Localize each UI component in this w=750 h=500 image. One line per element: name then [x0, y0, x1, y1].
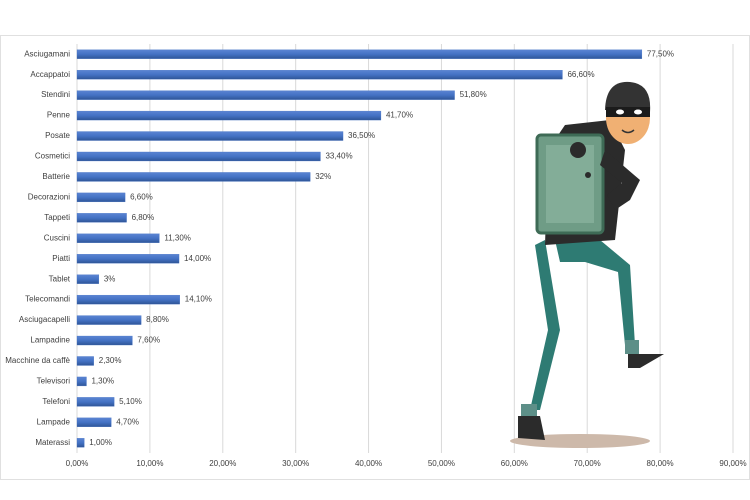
bar — [76, 233, 160, 243]
x-tick-label: 20,00% — [209, 459, 236, 468]
y-tick-label: Tablet — [49, 274, 71, 283]
x-tick-label: 80,00% — [647, 459, 674, 468]
bars: Asciugamani 77,50% Accappatoi 66,60% Stendin… — [5, 49, 674, 448]
y-tick-label: Batterie — [42, 172, 70, 181]
y-tick-label: Accappatoi — [30, 70, 70, 79]
y-tick-label: Lampade — [37, 417, 71, 426]
y-tick-label: Lampadine — [30, 336, 70, 345]
y-tick-label: Decorazioni — [28, 192, 70, 201]
data-label: 77,50% — [647, 49, 674, 58]
data-label: 4,70% — [116, 417, 139, 426]
bar — [76, 274, 100, 284]
bar — [76, 315, 142, 325]
bar — [76, 49, 643, 59]
data-label: 6,60% — [130, 192, 153, 201]
x-tick-label: 50,00% — [428, 459, 455, 468]
data-label: 14,00% — [184, 254, 211, 263]
bar — [76, 438, 85, 448]
bar — [76, 192, 126, 203]
data-label: 14,10% — [185, 295, 212, 304]
y-tick-label: Tappeti — [44, 213, 70, 222]
x-tick-label: 40,00% — [355, 459, 382, 468]
y-tick-label: Televisori — [37, 377, 71, 386]
data-label: 66,60% — [567, 70, 594, 79]
data-label: 2,30% — [99, 356, 122, 365]
bar — [76, 172, 311, 182]
bar — [76, 335, 133, 346]
y-tick-label: Posate — [45, 131, 70, 140]
y-tick-label: Cuscini — [44, 233, 70, 242]
bar — [76, 70, 563, 80]
data-label: 7,60% — [137, 336, 160, 345]
x-tick-label: 90,00% — [719, 459, 746, 468]
y-tick-label: Asciugacapelli — [19, 315, 70, 324]
bar — [76, 151, 321, 162]
y-tick-label: Stendini — [41, 90, 70, 99]
bar — [76, 131, 344, 141]
data-label: 1,30% — [91, 377, 114, 386]
bar — [76, 376, 87, 387]
data-label: 41,70% — [386, 111, 413, 120]
y-tick-label: Penne — [47, 111, 71, 120]
y-tick-label: Asciugamani — [24, 49, 70, 58]
y-tick-label: Telefoni — [42, 397, 70, 406]
bar — [76, 110, 382, 121]
y-tick-label: Macchine da caffè — [5, 356, 70, 365]
bar — [76, 90, 455, 100]
x-tick-label: 0,00% — [66, 459, 89, 468]
data-label: 6,80% — [132, 213, 155, 222]
bar — [76, 356, 94, 366]
bar — [76, 397, 115, 407]
bar — [76, 294, 180, 305]
data-label: 3% — [104, 274, 116, 283]
data-label: 36,50% — [348, 131, 375, 140]
data-label: 32% — [315, 172, 331, 181]
y-tick-label: Materassi — [35, 438, 70, 447]
x-tick-label: 60,00% — [501, 459, 528, 468]
y-tick-label: Piatti — [52, 254, 70, 263]
y-tick-label: Cosmetici — [35, 152, 70, 161]
data-label: 1,00% — [89, 438, 112, 447]
data-label: 5,10% — [119, 397, 142, 406]
data-label: 33,40% — [325, 152, 352, 161]
x-tick-label: 30,00% — [282, 459, 309, 468]
data-label: 11,30% — [164, 233, 191, 242]
x-tick-label: 10,00% — [136, 459, 163, 468]
y-tick-label: Telecomandi — [25, 295, 70, 304]
data-label: 8,80% — [146, 315, 169, 324]
x-tick-label: 70,00% — [574, 459, 601, 468]
bar — [76, 213, 127, 223]
burglar-illustration — [510, 81, 664, 448]
data-label: 51,80% — [460, 90, 487, 99]
bar — [76, 417, 112, 427]
bar — [76, 254, 180, 264]
